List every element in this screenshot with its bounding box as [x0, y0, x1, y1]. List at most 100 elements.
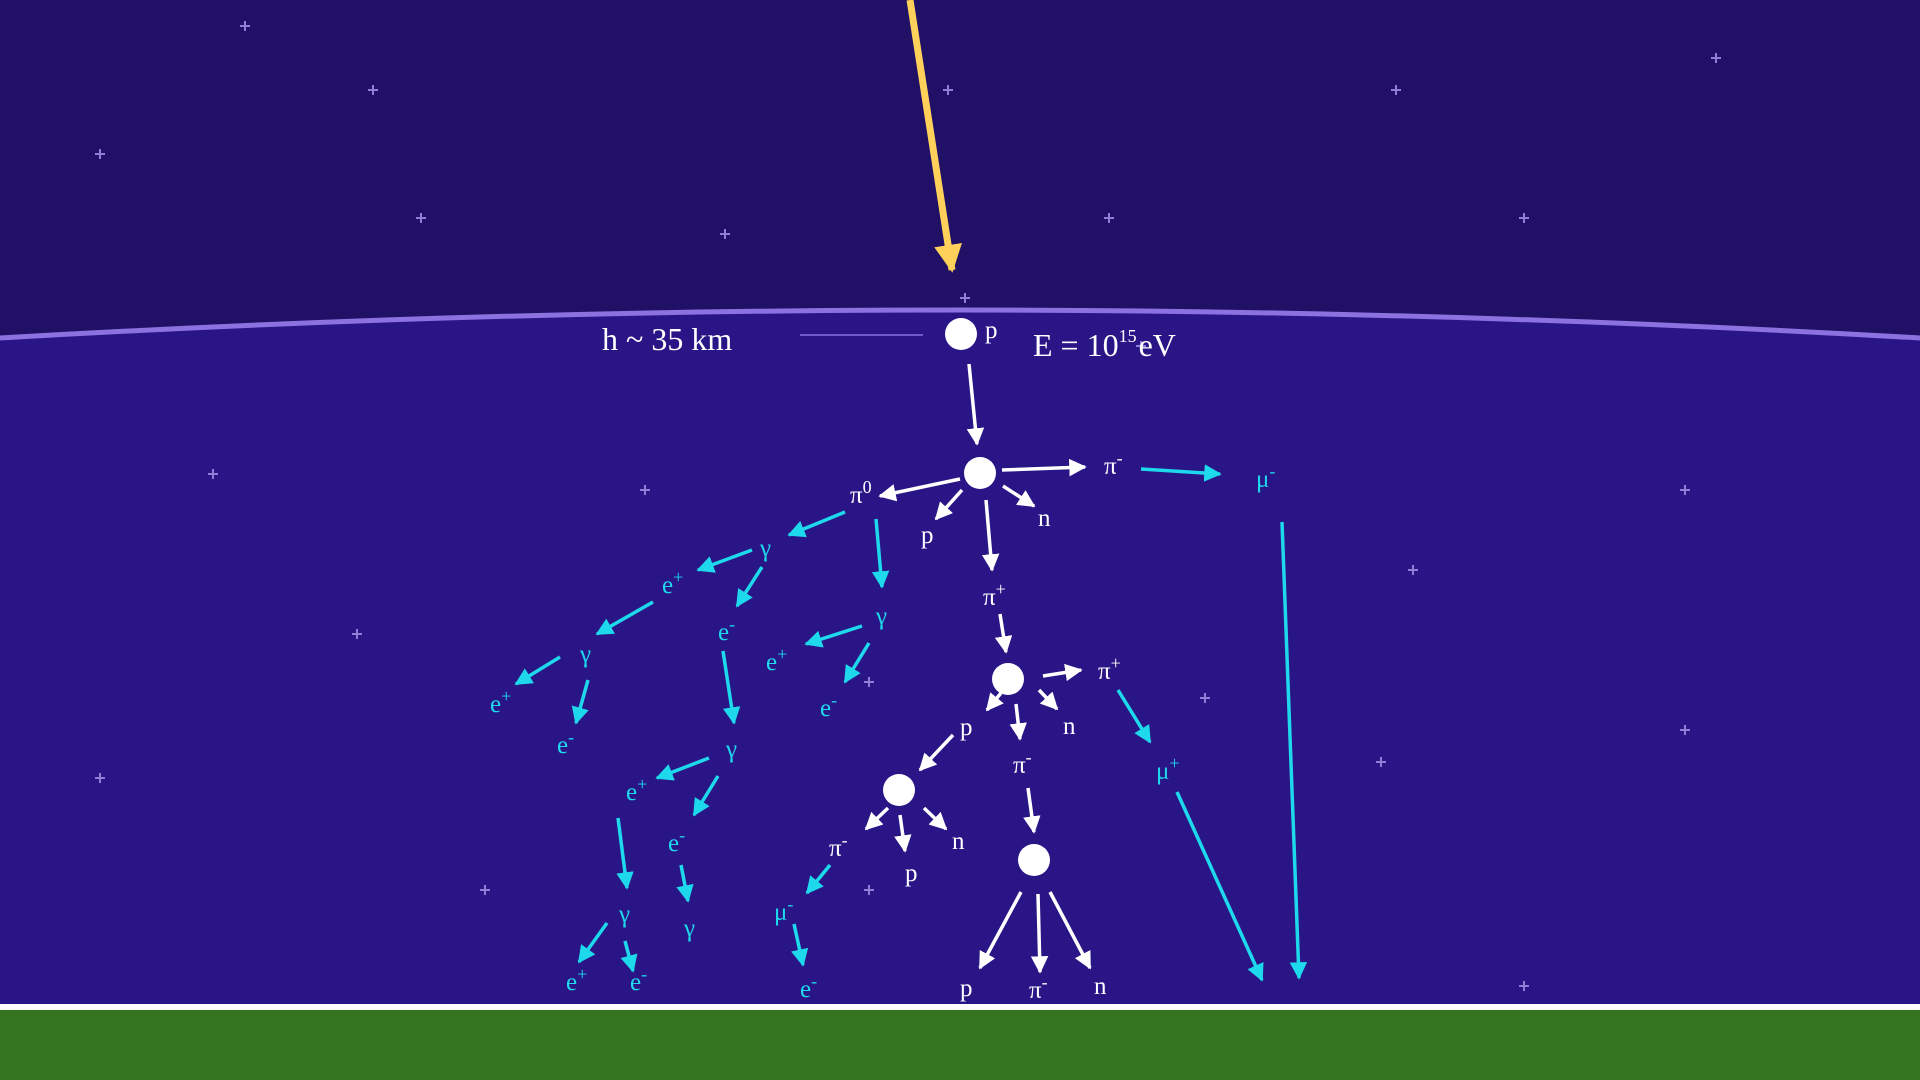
arrow-icon: [843, 642, 871, 684]
arrow-icon: [864, 806, 890, 831]
third-interaction-node: [883, 774, 915, 806]
ground-boundary: [0, 1004, 1920, 1010]
arrow-icon: [994, 613, 1013, 654]
first-interaction-node: [964, 457, 996, 489]
star-icon: [1136, 341, 1146, 351]
arrow-icon: [692, 775, 720, 817]
label-e-minus-4: e-: [668, 825, 685, 857]
star-icon: [352, 629, 362, 639]
arrow-icon: [787, 510, 846, 538]
arrow-icon: [571, 679, 590, 725]
label-neutron-1: n: [1038, 505, 1051, 532]
label-gamma-6: γ: [683, 915, 695, 942]
star-icon: [1408, 565, 1418, 575]
label-e-plus-2: e+: [766, 644, 787, 676]
label-pi-minus-4: π-: [1029, 972, 1048, 1004]
label-proton-2: p: [960, 714, 973, 741]
label-e-minus-6: e-: [800, 971, 817, 1003]
label-gamma-5: γ: [618, 901, 630, 928]
arrow-icon: [978, 891, 1023, 970]
arrow-icon: [1030, 893, 1049, 974]
label-primary-proton: p: [985, 317, 998, 344]
label-pi-minus-1: π-: [1104, 448, 1123, 480]
label-e-minus-5: e-: [630, 964, 647, 996]
label-mu-minus-2: μ-: [774, 894, 793, 926]
star-icon: [240, 21, 250, 31]
star-icon: [416, 213, 426, 223]
arrow-icon: [735, 566, 764, 608]
label-proton-3: p: [905, 860, 918, 887]
star-icon: [1104, 213, 1114, 223]
arrow-icon: [985, 691, 1004, 712]
electromagnetic-arrows: [514, 464, 1308, 982]
star-icon: [1519, 981, 1529, 991]
star-icon: [208, 469, 218, 479]
star-icon: [1376, 757, 1386, 767]
star-icon: [480, 885, 490, 895]
arrow-icon: [1037, 688, 1059, 711]
label-neutron-2: n: [1063, 713, 1076, 740]
arrow-icon: [871, 518, 890, 589]
arrow-icon: [655, 756, 710, 781]
label-pi-plus-2: π+: [1098, 653, 1121, 685]
label-gamma-2: γ: [875, 603, 887, 630]
arrow-icon: [595, 600, 654, 636]
star-icon: [864, 677, 874, 687]
label-e-plus-4: e+: [626, 774, 647, 806]
arrow-icon: [804, 624, 863, 648]
label-e-minus-2: e-: [820, 690, 837, 722]
star-icon: [640, 485, 650, 495]
label-proton-1: p: [921, 522, 934, 549]
star-icon: [368, 85, 378, 95]
arrow-icon: [721, 650, 741, 725]
label-neutron-4: n: [1094, 973, 1107, 1000]
star-icon: [1680, 485, 1690, 495]
ground: [0, 1010, 1920, 1080]
label-pi-minus-2: π-: [1013, 747, 1032, 779]
label-pi-zero: π0: [850, 477, 872, 509]
arrow-icon: [966, 363, 985, 446]
star-field: [95, 21, 1721, 991]
star-icon: [1519, 213, 1529, 223]
arrow-icon: [878, 477, 961, 502]
arrow-icon: [514, 655, 561, 686]
label-e-minus-3: e-: [557, 727, 574, 759]
lepton-photon-labels: μ- μ+ γ e+ e- γ e+ e- γ e+ e- γ e+ e- γ …: [490, 461, 1275, 1003]
fourth-interaction-node: [1018, 844, 1050, 876]
arrow-icon: [805, 863, 832, 895]
star-icon: [1711, 53, 1721, 63]
star-icon: [1391, 85, 1401, 95]
primary-cosmic-ray-arrow: [906, 0, 962, 273]
arrow-icon: [1116, 689, 1152, 744]
label-pi-minus-3: π-: [829, 830, 848, 862]
arrow-icon: [620, 940, 638, 973]
label-gamma-3: γ: [579, 641, 591, 668]
star-icon: [95, 149, 105, 159]
arrow-icon: [676, 864, 694, 903]
arrow-icon: [791, 923, 809, 967]
second-interaction-node: [992, 663, 1024, 695]
label-mu-minus-1: μ-: [1256, 461, 1275, 493]
star-icon: [95, 773, 105, 783]
height-label: h ~ 35 km: [602, 321, 732, 357]
hadronic-arrows: [864, 363, 1092, 974]
arrow-icon: [1048, 891, 1092, 970]
arrow-icon: [1023, 787, 1041, 834]
star-icon: [720, 229, 730, 239]
label-mu-plus: μ+: [1156, 753, 1180, 785]
star-icon: [1680, 725, 1690, 735]
label-gamma-4: γ: [725, 736, 737, 763]
arrow-icon: [577, 921, 609, 964]
star-icon: [960, 293, 970, 303]
star-icon: [1200, 693, 1210, 703]
arrow-icon: [1280, 521, 1308, 980]
arrow-icon: [1175, 791, 1264, 982]
label-proton-4: p: [960, 975, 973, 1002]
arrow-icon: [1140, 464, 1222, 482]
arrow-icon: [1009, 703, 1027, 741]
atmosphere-horizon-line: [0, 307, 1920, 341]
arrow-icon: [894, 814, 912, 853]
arrow-icon: [981, 499, 1000, 572]
arrow-icon: [1002, 484, 1036, 508]
arrow-icon: [696, 548, 753, 573]
